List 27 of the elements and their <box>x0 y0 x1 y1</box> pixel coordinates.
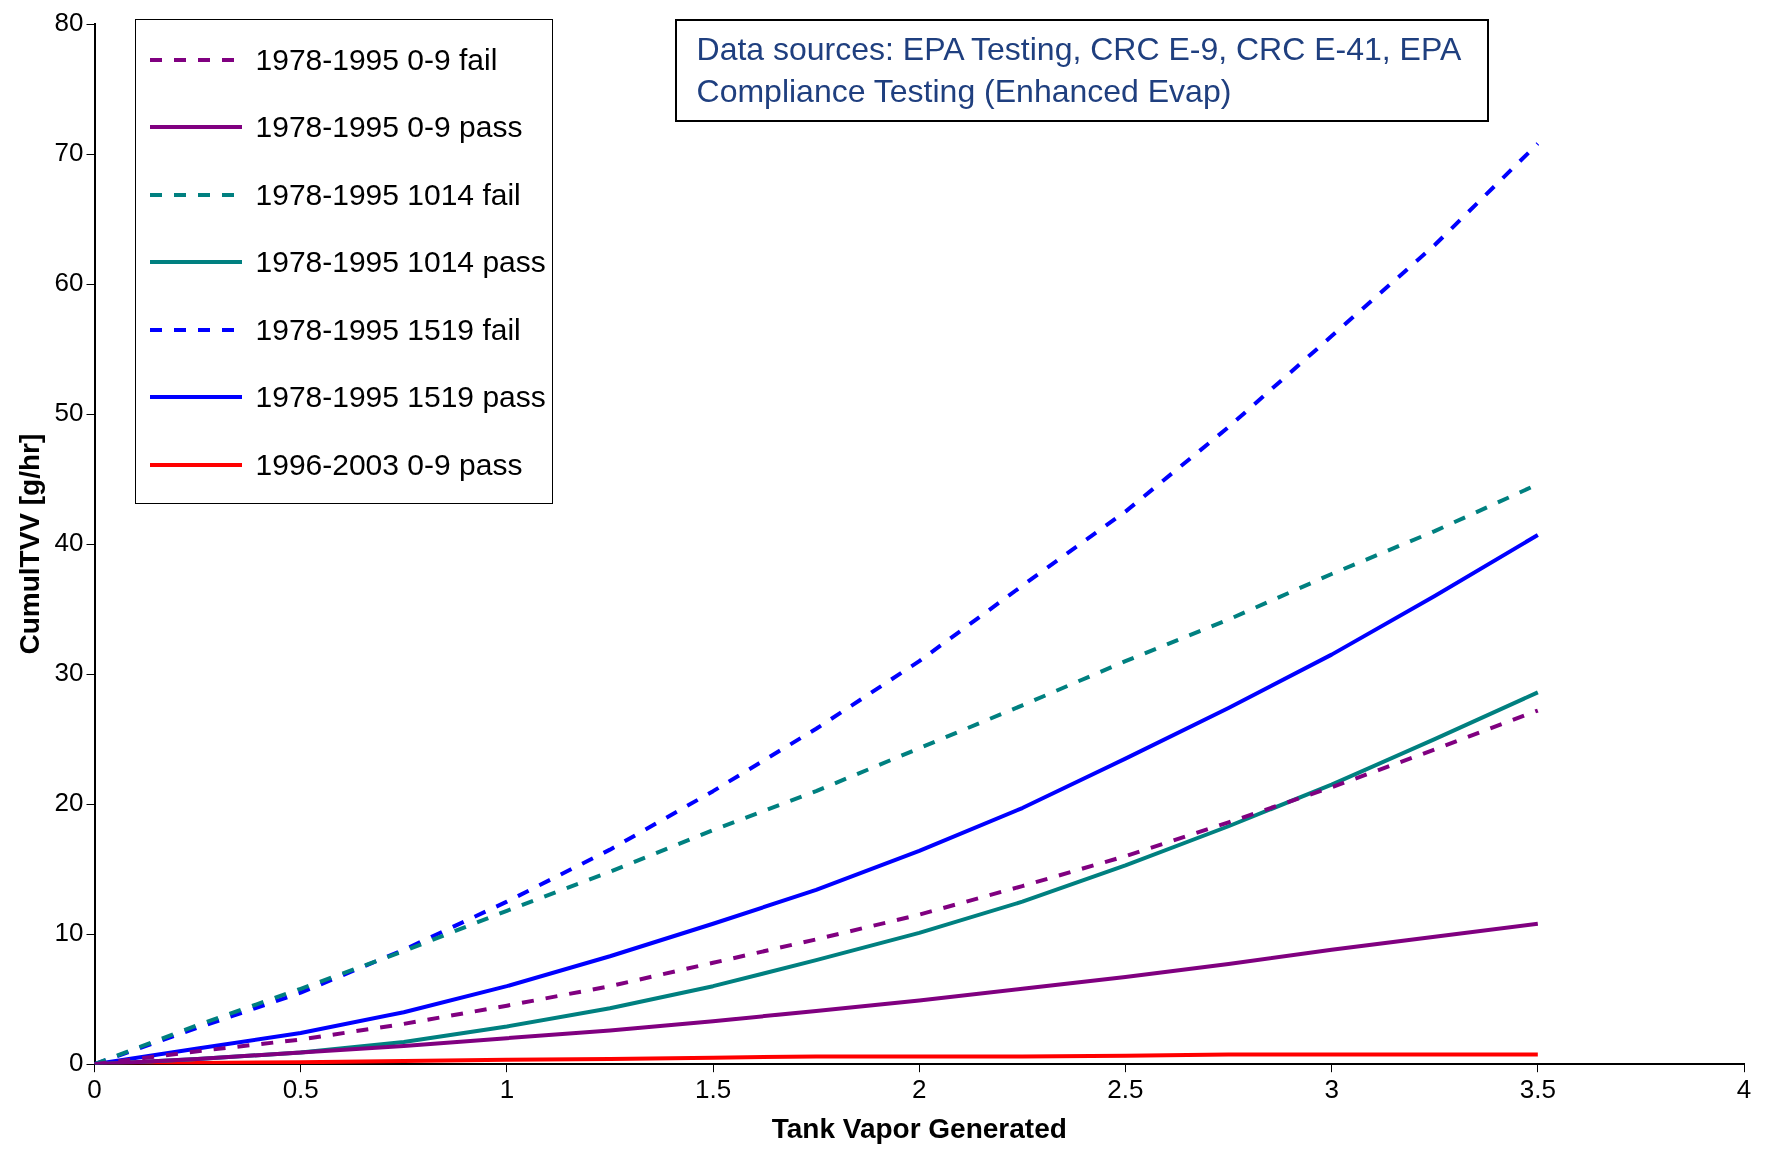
y-tick-label: 60 <box>54 267 84 298</box>
legend-label: 1978-1995 1519 pass <box>255 380 546 415</box>
legend-label: 1978-1995 0-9 pass <box>255 110 523 145</box>
x-tick-label: 1.5 <box>695 1073 732 1104</box>
y-tick-label: 30 <box>54 657 84 688</box>
y-tick-label: 20 <box>54 787 84 818</box>
x-tick-label: 0.5 <box>282 1073 319 1104</box>
legend-label: 1978-1995 1014 fail <box>255 177 521 212</box>
y-axis-title: CumulTVV [g/hr] <box>13 433 45 655</box>
x-tick-label: 4 <box>1736 1073 1752 1104</box>
legend-label: 1978-1995 0-9 fail <box>255 42 498 77</box>
annotation: Data sources: EPA Testing, CRC E-9, CRC E-41, EPA Compliance Testing (Enhanced Evap) <box>696 30 1462 111</box>
y-tick-label: 0 <box>69 1047 84 1078</box>
y-tick-label: 70 <box>54 137 84 168</box>
y-tick-label: 80 <box>54 7 84 38</box>
legend-label: 1978-1995 1014 pass <box>255 245 546 280</box>
y-tick-label: 10 <box>54 917 84 948</box>
x-tick-label: 1 <box>499 1073 515 1104</box>
legend-label: 1996-2003 0-9 pass <box>255 447 523 482</box>
legend-label: 1978-1995 1519 fail <box>255 312 521 347</box>
x-tick-label: 3.5 <box>1519 1073 1556 1104</box>
y-tick-label: 40 <box>54 527 84 558</box>
y-tick-label: 50 <box>54 397 84 428</box>
x-tick-label: 2.5 <box>1107 1073 1144 1104</box>
x-tick-label: 2 <box>912 1073 927 1104</box>
x-axis-title: Tank Vapor Generated <box>771 1112 1067 1144</box>
x-tick-label: 3 <box>1324 1073 1339 1104</box>
